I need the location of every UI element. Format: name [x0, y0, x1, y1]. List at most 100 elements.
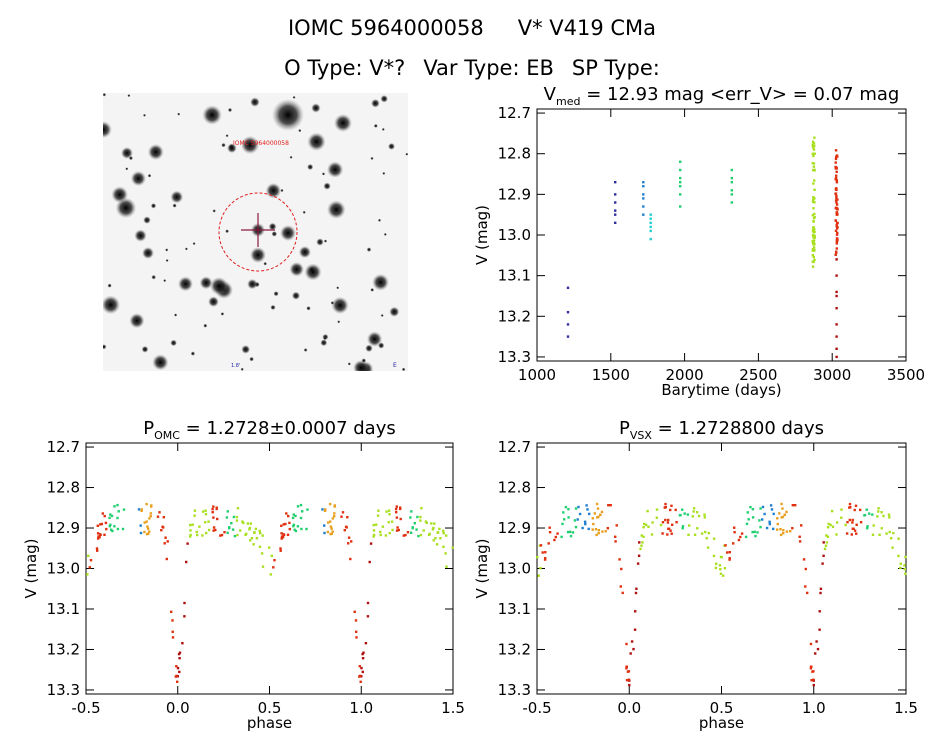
- sky-star: [184, 247, 188, 251]
- data-point: [679, 176, 682, 180]
- data-point: [826, 526, 830, 529]
- data-point: [349, 557, 352, 561]
- data-point: [299, 516, 303, 520]
- data-point: [235, 519, 239, 522]
- data-point: [819, 587, 823, 590]
- data-point: [145, 502, 148, 506]
- data-point: [399, 506, 402, 509]
- data-point: [723, 567, 727, 570]
- data-point: [813, 188, 816, 191]
- data-point: [697, 514, 701, 518]
- data-point: [201, 510, 205, 513]
- data-point: [569, 534, 573, 538]
- data-point: [158, 511, 161, 514]
- data-point: [292, 523, 296, 526]
- data-point: [279, 549, 282, 552]
- data-point: [855, 532, 858, 535]
- data-point: [812, 196, 815, 199]
- y-tick-label: 12.7: [47, 438, 80, 456]
- data-point: [244, 533, 247, 537]
- data-point: [730, 168, 733, 172]
- data-point: [835, 194, 838, 198]
- data-point: [614, 213, 617, 216]
- data-point: [888, 516, 891, 519]
- data-point: [601, 530, 604, 533]
- data-point: [595, 533, 598, 537]
- data-point: [109, 523, 112, 526]
- data-point: [205, 531, 208, 535]
- data-point: [387, 521, 390, 524]
- data-point: [379, 530, 382, 534]
- data-point: [216, 517, 219, 521]
- data-point: [260, 552, 264, 555]
- data-point: [86, 573, 89, 576]
- data-point: [840, 516, 843, 519]
- data-point: [745, 522, 749, 526]
- data-point: [358, 665, 361, 668]
- data-point: [614, 181, 617, 184]
- data-point: [812, 246, 816, 249]
- data-point: [897, 537, 900, 540]
- data-point: [882, 514, 885, 518]
- data-point: [681, 508, 684, 511]
- data-point: [835, 239, 839, 242]
- data-point: [220, 533, 224, 537]
- data-point: [288, 521, 291, 525]
- sky-star: [212, 209, 216, 213]
- data-point: [619, 585, 622, 588]
- data-point: [103, 514, 106, 518]
- data-point: [291, 516, 295, 520]
- data-point: [116, 527, 120, 531]
- data-point: [836, 231, 839, 235]
- data-point: [811, 239, 814, 243]
- data-point: [791, 504, 794, 507]
- data-point: [667, 518, 670, 522]
- data-point: [181, 642, 184, 645]
- data-point: [679, 205, 682, 208]
- data-point: [215, 506, 218, 509]
- sky-star-bright: [210, 277, 228, 295]
- data-point: [329, 520, 332, 523]
- data-point: [712, 554, 716, 558]
- sky-star: [306, 306, 311, 311]
- data-point: [233, 534, 237, 538]
- x-tick-label: 2500: [739, 366, 777, 384]
- y-tick-label: 12.8: [47, 479, 80, 497]
- data-point: [637, 554, 641, 557]
- data-point: [683, 512, 686, 515]
- data-point: [305, 527, 308, 531]
- data-point: [592, 522, 595, 526]
- data-point: [765, 526, 769, 530]
- data-point: [687, 533, 690, 536]
- data-point: [744, 535, 748, 539]
- data-point: [813, 235, 816, 238]
- data-point: [164, 536, 167, 539]
- sky-star: [225, 134, 229, 138]
- sky-star: [280, 188, 284, 193]
- data-point: [768, 520, 771, 523]
- data-point: [350, 540, 353, 543]
- object-title: IOMC 5964000058 V* V419 CMa: [0, 16, 944, 40]
- data-point: [746, 511, 749, 514]
- data-point: [379, 533, 382, 537]
- data-point: [368, 560, 371, 564]
- data-point: [812, 198, 815, 202]
- data-point: [681, 527, 684, 530]
- data-point: [845, 532, 849, 535]
- data-point: [230, 522, 233, 525]
- data-point: [811, 233, 815, 237]
- data-point: [204, 509, 207, 512]
- data-point: [409, 516, 412, 519]
- data-point: [333, 512, 336, 515]
- data-point: [835, 521, 839, 524]
- data-point: [747, 518, 750, 521]
- data-point: [250, 537, 254, 540]
- data-point: [769, 504, 773, 507]
- data-point: [330, 532, 333, 535]
- data-point: [326, 530, 330, 534]
- data-point: [434, 537, 437, 540]
- plot-title: Vmed = 12.93 mag <err_V> = 0.07 mag: [544, 84, 900, 108]
- data-point: [586, 508, 589, 511]
- sky-star: [331, 296, 349, 314]
- data-point: [381, 525, 385, 528]
